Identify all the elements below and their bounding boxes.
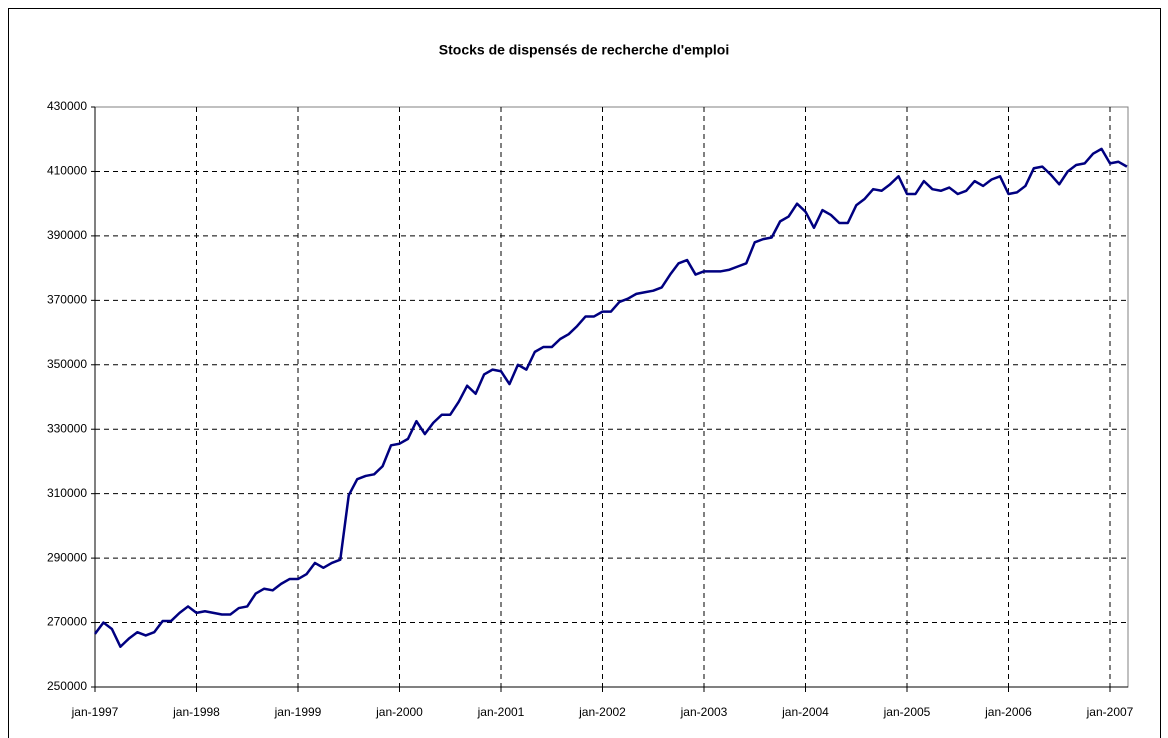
x-tick-label: jan-2001 — [477, 705, 525, 719]
x-tick-label: jan-2002 — [578, 705, 626, 719]
x-tick-label: jan-2007 — [1086, 705, 1134, 719]
x-tick-label: jan-1998 — [172, 705, 220, 719]
x-tick-label: jan-2004 — [781, 705, 829, 719]
y-tick-label: 430000 — [47, 99, 87, 113]
x-tick-label: jan-2005 — [883, 705, 931, 719]
x-tick-label: jan-2006 — [984, 705, 1032, 719]
y-tick-label: 270000 — [47, 615, 87, 629]
x-tick-label: jan-1997 — [71, 705, 119, 719]
y-tick-label: 350000 — [47, 357, 87, 371]
y-tick-label: 250000 — [47, 679, 87, 693]
x-tick-label: jan-1999 — [274, 705, 322, 719]
x-tick-label: jan-2003 — [680, 705, 728, 719]
y-tick-label: 370000 — [47, 293, 87, 307]
plot-area — [94, 106, 1129, 688]
y-tick-label: 410000 — [47, 164, 87, 178]
y-tick-label: 310000 — [47, 486, 87, 500]
y-tick-label: 290000 — [47, 550, 87, 564]
y-tick-label: 330000 — [47, 421, 87, 435]
x-tick-label: jan-2000 — [375, 705, 423, 719]
chart-title: Stocks de dispensés de recherche d'emplo… — [439, 42, 729, 58]
data-line — [94, 147, 1128, 648]
y-tick-label: 390000 — [47, 228, 87, 242]
